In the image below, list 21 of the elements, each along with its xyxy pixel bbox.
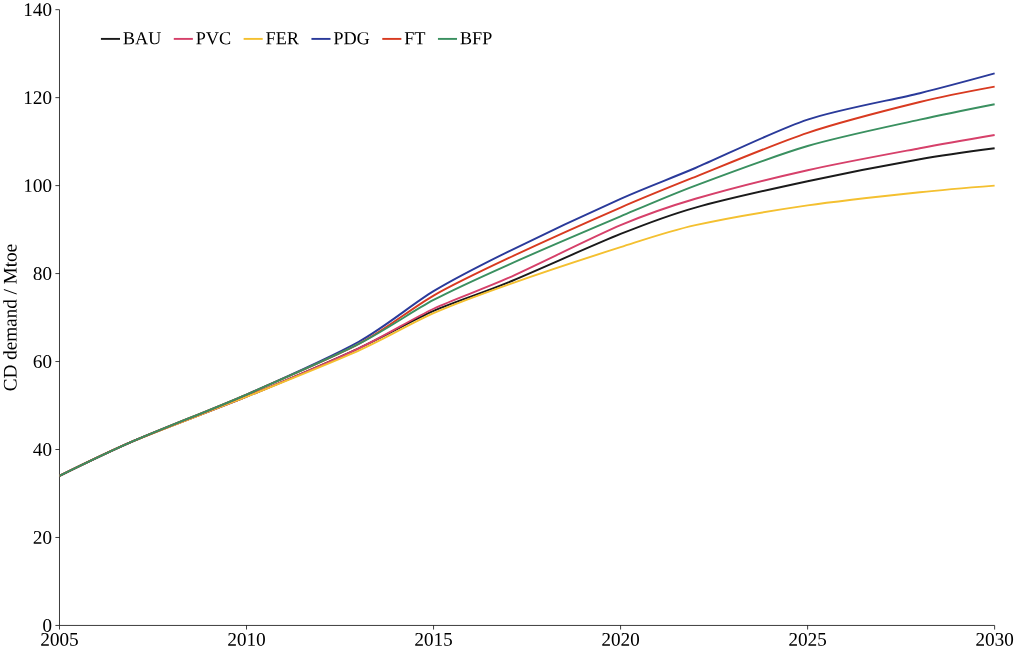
y-tick-label: 0 xyxy=(43,618,52,632)
x-tick-label: 2015 xyxy=(415,632,452,646)
legend-label: BAU xyxy=(123,32,161,45)
y-tick-label: 80 xyxy=(33,267,52,281)
y-tick-label: 100 xyxy=(24,179,52,193)
x-tick-label: 2005 xyxy=(41,632,78,646)
x-tick-label: 2020 xyxy=(602,632,640,646)
legend-label: PVC xyxy=(196,32,231,45)
x-tick-label: 2030 xyxy=(976,632,1014,646)
y-tick-label: 60 xyxy=(33,355,52,368)
y-tick-label: 40 xyxy=(33,443,52,456)
y-axis-title: CD demand / Mtoe xyxy=(3,244,17,391)
legend-label: BFP xyxy=(460,32,492,45)
y-tick-label: 20 xyxy=(33,530,52,544)
y-tick-label: 140 xyxy=(24,3,52,17)
x-tick-label: 2010 xyxy=(228,632,265,646)
legend-label: FT xyxy=(404,32,426,45)
x-tick-label: 2025 xyxy=(789,632,827,646)
y-tick-label: 120 xyxy=(24,91,52,105)
legend-label: FER xyxy=(266,32,299,45)
legend-label: PDG xyxy=(333,32,370,45)
